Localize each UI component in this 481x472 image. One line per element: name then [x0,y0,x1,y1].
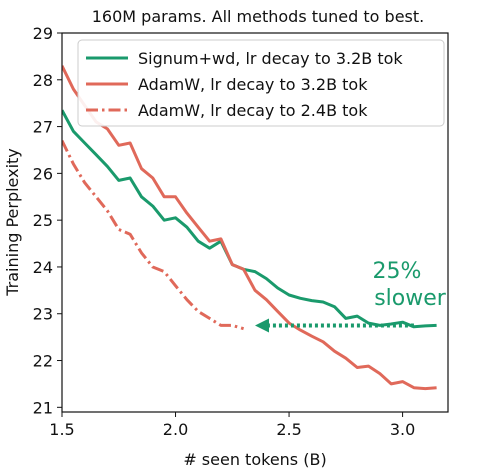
y-tick-label: 24 [33,258,53,277]
series-line-adamw-lr-decay-to-2-4b-tok [62,139,245,331]
x-tick-label: 2.0 [163,420,188,439]
series-line-adamw-lr-decay-to-3-2b-tok [62,65,437,391]
legend: Signum+wd, lr decay to 3.2B tok AdamW, lr… [77,39,445,127]
plot-area [62,65,437,391]
y-tick-label: 29 [33,24,53,43]
x-tick-label: 2.5 [276,420,301,439]
legend-label-signum-wd-lr-decay-to-3-2b-tok: Signum+wd, lr decay to 3.2B tok [138,49,403,68]
annotation: 25% slower [255,259,447,333]
y-axis: 21 22 23 24 25 26 27 28 29 [33,24,62,417]
annotation-text-line1: 25% [373,259,422,284]
x-tick-label: 1.5 [49,420,74,439]
y-tick-label: 21 [33,398,53,417]
legend-label-adamw-lr-decay-to-2-4b-tok: AdamW, lr decay to 2.4B tok [138,101,368,120]
y-tick-label: 27 [33,118,53,137]
series-line-signum-wd-lr-decay-to-3-2b-tok [62,109,437,329]
x-axis-label: # seen tokens (B) [183,450,326,469]
chart-title: 160M params. All methods tuned to best. [92,7,424,26]
annotation-arrow-head [255,318,269,333]
legend-frame [77,39,445,127]
annotation-text-line2: slower [374,286,447,311]
y-tick-label: 25 [33,211,53,230]
y-tick-label: 23 [33,305,53,324]
legend-label-adamw-lr-decay-to-3-2b-tok: AdamW, lr decay to 3.2B tok [138,75,368,94]
y-axis-label: Training Perplexity [3,148,22,297]
x-tick-label: 3.0 [390,420,415,439]
x-axis: 1.5 2.0 2.5 3.0 [49,412,415,439]
y-tick-label: 26 [33,164,53,183]
y-tick-label: 22 [33,352,53,371]
plot-frame [61,32,449,413]
y-tick-label: 28 [33,71,53,90]
